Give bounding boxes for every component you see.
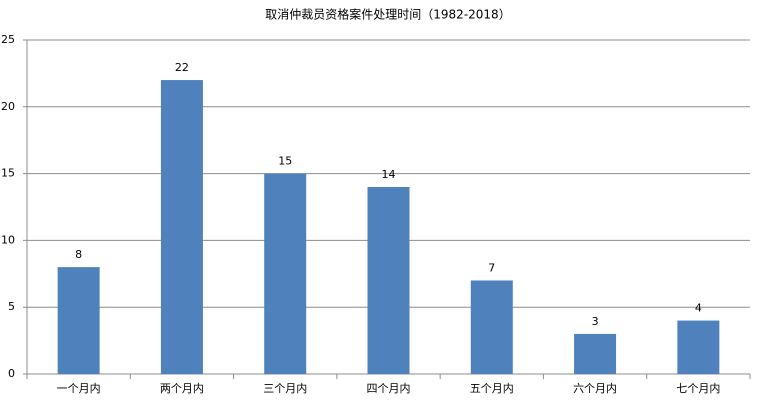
y-tick-label: 5 bbox=[8, 300, 15, 313]
x-tick-label: 四个月内 bbox=[367, 381, 411, 395]
data-label: 8 bbox=[75, 248, 82, 261]
bar bbox=[160, 80, 203, 374]
data-label: 7 bbox=[488, 261, 495, 274]
bar bbox=[574, 333, 617, 374]
x-tick-label: 一个月内 bbox=[57, 381, 101, 395]
bar bbox=[677, 320, 720, 374]
x-tick-label: 五个月内 bbox=[470, 381, 514, 395]
y-tick-label: 20 bbox=[1, 100, 15, 113]
y-tick-label: 15 bbox=[1, 167, 15, 180]
data-label: 4 bbox=[695, 302, 702, 315]
data-label: 15 bbox=[278, 155, 292, 168]
x-tick-label: 六个月内 bbox=[573, 381, 617, 395]
x-tick-label: 三个月内 bbox=[263, 381, 307, 395]
y-tick-label: 25 bbox=[1, 33, 15, 46]
bar bbox=[470, 280, 513, 374]
x-tick-label: 两个月内 bbox=[160, 381, 204, 395]
bar bbox=[264, 173, 307, 374]
x-tick-label: 七个月内 bbox=[676, 381, 720, 395]
y-tick-label: 10 bbox=[1, 233, 15, 246]
data-label: 14 bbox=[382, 168, 396, 181]
chart-title: 取消仲裁员资格案件处理时间（1982-2018） bbox=[265, 7, 510, 22]
bar bbox=[367, 186, 410, 374]
data-label: 3 bbox=[592, 315, 599, 328]
bar bbox=[57, 267, 100, 374]
y-tick-label: 0 bbox=[8, 367, 15, 380]
data-label: 22 bbox=[175, 61, 189, 74]
